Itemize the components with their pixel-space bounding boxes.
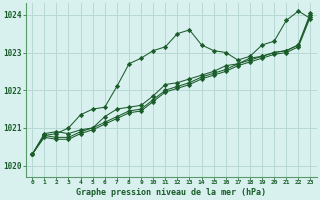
X-axis label: Graphe pression niveau de la mer (hPa): Graphe pression niveau de la mer (hPa): [76, 188, 266, 197]
